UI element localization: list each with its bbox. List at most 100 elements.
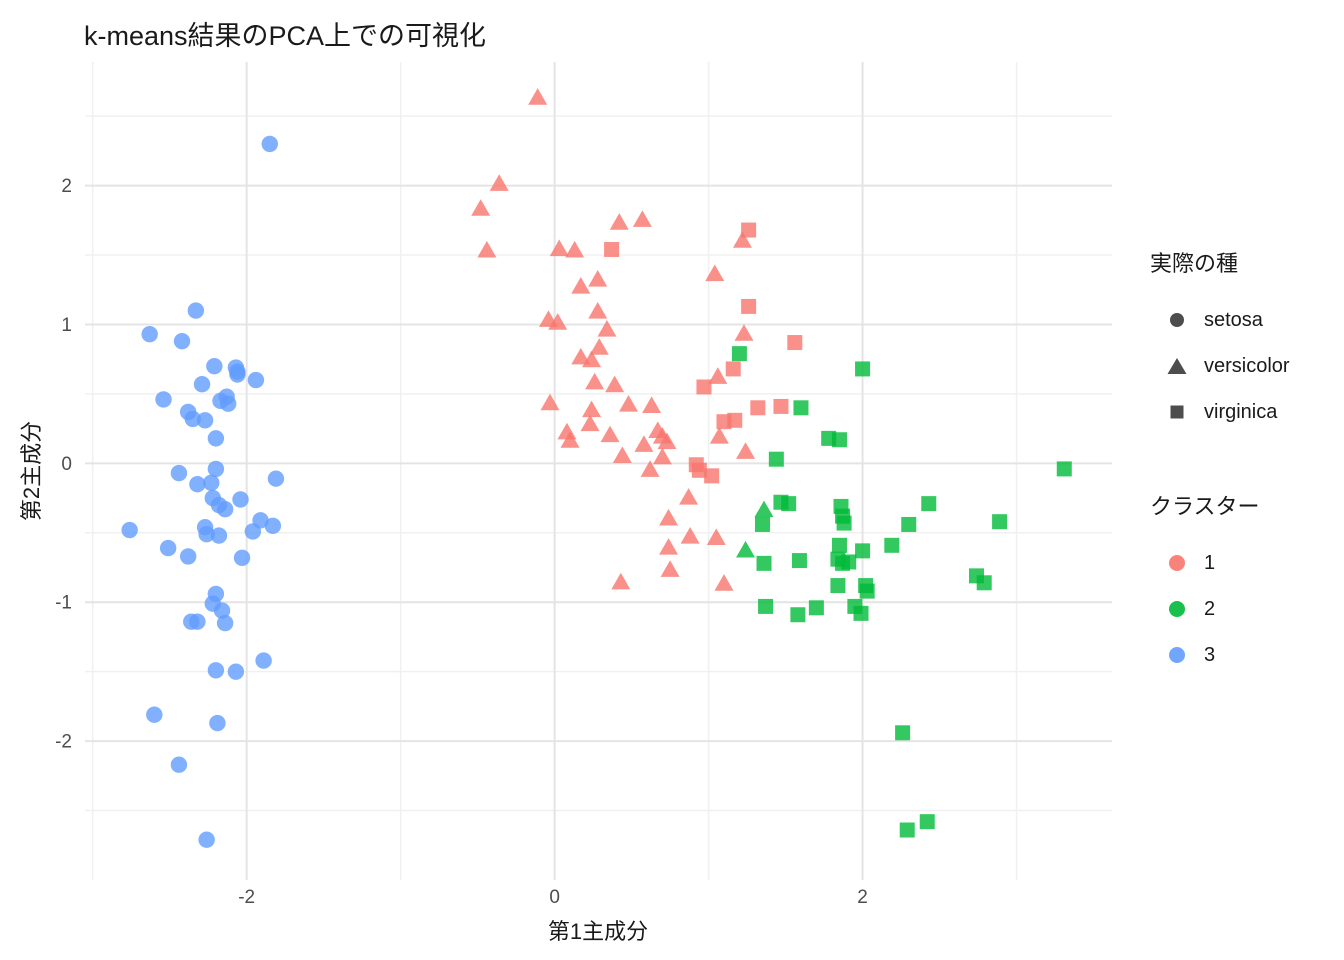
virginica-square-icon [1150, 402, 1204, 422]
data-point-virginica-cluster1 [604, 241, 620, 257]
data-point-setosa-cluster3 [198, 525, 215, 543]
data-point-virginica-cluster2 [884, 537, 900, 553]
legend-label-cluster-1: 1 [1204, 551, 1216, 574]
data-point-versicolor-cluster1 [679, 488, 699, 505]
x-tick-label: 0 [549, 887, 560, 908]
data-point-setosa-cluster3 [184, 410, 201, 428]
data-point-setosa-cluster3 [232, 491, 249, 508]
data-point-versicolor-cluster1 [632, 210, 652, 227]
legend-species-title: 実際の種 [1150, 251, 1239, 276]
versicolor-triangle-icon [1150, 356, 1204, 376]
data-point-versicolor-cluster1 [659, 508, 679, 526]
x-tick-label: -2 [238, 887, 255, 908]
data-point-versicolor-cluster2 [754, 500, 774, 518]
data-point-virginica-cluster1 [727, 412, 743, 428]
data-point-versicolor-cluster1 [611, 572, 631, 590]
legend-item-virginica: virginica [1150, 389, 1340, 435]
y-tick-label: 2 [61, 176, 72, 197]
data-point-setosa-cluster3 [170, 756, 188, 773]
data-point-versicolor-cluster1 [585, 372, 605, 390]
data-point-setosa-cluster3 [255, 652, 272, 669]
data-point-versicolor-cluster1 [657, 432, 677, 450]
legend-species: 実際の種 setosa versicolor virginica [1150, 250, 1340, 435]
data-point-setosa-cluster3 [216, 500, 234, 518]
data-point-virginica-cluster1 [741, 298, 757, 314]
data-point-versicolor-cluster1 [659, 538, 679, 555]
data-point-versicolor-cluster1 [580, 414, 600, 432]
data-point-virginica-cluster2 [758, 598, 774, 614]
x-tick-label: 2 [857, 887, 868, 908]
legend-item-versicolor: versicolor [1150, 343, 1340, 389]
data-point-virginica-cluster2 [976, 575, 992, 591]
data-point-setosa-cluster3 [203, 474, 220, 492]
legend-item-cluster-1: 1 [1150, 540, 1340, 586]
data-point-setosa-cluster3 [207, 460, 225, 478]
data-point-versicolor-cluster1 [680, 526, 700, 544]
data-point-setosa-cluster3 [267, 470, 285, 487]
data-point-setosa-cluster3 [229, 366, 246, 383]
data-point-versicolor-cluster1 [634, 435, 654, 452]
data-point-versicolor-cluster1 [609, 213, 629, 230]
legend-item-cluster-3: 3 [1150, 632, 1340, 678]
data-point-setosa-cluster3 [209, 714, 226, 732]
cluster-1-color-icon [1150, 555, 1204, 571]
y-tick-label: -1 [55, 593, 72, 614]
legend-label-cluster-2: 2 [1204, 597, 1216, 620]
data-point-versicolor-cluster1 [732, 231, 752, 248]
data-point-virginica-cluster1 [725, 361, 741, 377]
data-point-versicolor-cluster1 [528, 88, 548, 105]
data-point-virginica-cluster1 [696, 379, 712, 395]
data-point-setosa-cluster3 [206, 357, 223, 375]
data-point-setosa-cluster3 [179, 548, 197, 565]
data-point-setosa-cluster3 [141, 326, 158, 343]
data-point-virginica-cluster2 [901, 516, 917, 532]
data-point-versicolor-cluster1 [471, 199, 491, 216]
data-point-setosa-cluster3 [216, 614, 234, 632]
data-point-versicolor-cluster1 [706, 528, 726, 545]
data-point-virginica-cluster1 [750, 400, 766, 416]
data-point-setosa-cluster3 [219, 395, 237, 412]
data-point-virginica-cluster2 [855, 543, 871, 559]
data-point-virginica-cluster2 [756, 555, 772, 571]
data-point-virginica-cluster2 [768, 451, 784, 467]
data-point-versicolor-cluster1 [652, 447, 672, 465]
legend-item-cluster-2: 2 [1150, 586, 1340, 632]
data-point-virginica-cluster2 [790, 607, 806, 623]
data-point-setosa-cluster3 [159, 539, 177, 557]
data-point-setosa-cluster3 [170, 464, 188, 482]
legend-cluster: クラスター 1 2 3 [1150, 493, 1340, 678]
data-point-setosa-cluster3 [198, 831, 215, 848]
data-point-setosa-cluster3 [227, 663, 245, 680]
data-point-setosa-cluster3 [155, 391, 172, 408]
data-point-versicolor-cluster1 [708, 367, 728, 384]
data-point-versicolor-cluster1 [588, 301, 608, 319]
legend-label-cluster-3: 3 [1204, 643, 1216, 666]
cluster-2-color-icon [1150, 601, 1204, 617]
data-point-virginica-cluster2 [793, 400, 809, 416]
data-point-versicolor-cluster1 [736, 442, 756, 459]
legend-label-versicolor: versicolor [1204, 354, 1290, 377]
data-point-versicolor-cluster1 [477, 240, 497, 258]
data-point-versicolor-cluster1 [605, 375, 625, 393]
data-point-versicolor-cluster1 [560, 431, 580, 448]
data-point-versicolor-cluster1 [619, 395, 639, 412]
data-point-setosa-cluster3 [173, 332, 191, 350]
data-point-setosa-cluster3 [187, 302, 205, 319]
data-point-versicolor-cluster1 [571, 347, 591, 365]
data-point-setosa-cluster3 [196, 412, 214, 429]
data-point-virginica-cluster1 [691, 462, 707, 478]
data-point-setosa-cluster3 [121, 521, 138, 539]
data-point-virginica-cluster1 [704, 468, 720, 484]
y-axis-title: 第2主成分 [19, 420, 44, 522]
data-point-versicolor-cluster1 [705, 264, 725, 282]
legend-item-setosa: setosa [1150, 297, 1340, 343]
data-point-virginica-cluster2 [781, 496, 797, 512]
legend-label-virginica: virginica [1204, 400, 1278, 423]
y-tick-label: -2 [55, 732, 72, 753]
x-axis-title: 第1主成分 [547, 919, 649, 944]
data-point-versicolor-cluster1 [612, 446, 632, 464]
data-point-setosa-cluster3 [207, 662, 225, 679]
data-point-virginica-cluster2 [1056, 461, 1072, 477]
data-point-versicolor-cluster1 [582, 400, 602, 418]
